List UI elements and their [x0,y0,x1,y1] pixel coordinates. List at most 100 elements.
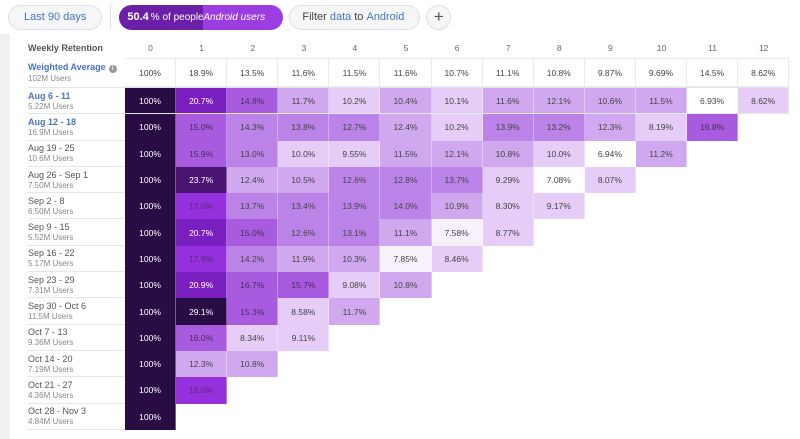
retention-cell[interactable]: 100% [125,377,177,404]
retention-cell[interactable]: 8.62% [738,88,790,114]
retention-cell[interactable]: 15.9% [176,140,228,167]
retention-cell[interactable]: 11.5% [380,140,432,167]
retention-cell[interactable]: 100% [125,324,177,351]
filter-button[interactable]: Filter data to Android [289,4,421,30]
filter-value[interactable]: Android [366,11,405,23]
retention-cell[interactable]: 10.4% [380,88,432,114]
retention-cell[interactable]: 7.58% [431,219,483,246]
retention-cell[interactable]: 9.55% [329,140,381,167]
retention-cell[interactable]: 15.0% [176,114,228,141]
chevron-down-icon[interactable]: ▼ [281,13,283,22]
filter-field[interactable]: data [329,11,352,23]
add-button[interactable]: + [426,4,452,30]
retention-cell[interactable]: 9.08% [329,272,381,299]
retention-cell[interactable]: 17.0% [176,193,228,220]
retention-cell[interactable]: 14.2% [227,245,279,273]
retention-cell[interactable]: 12.6% [278,219,330,246]
cohort-date[interactable]: Aug 12 - 18 [28,116,77,127]
retention-cell[interactable]: 100% [125,193,177,220]
retention-cell[interactable]: 15.7% [278,272,330,299]
retention-cell[interactable]: 13.4% [278,193,330,220]
retention-cell[interactable]: 11.7% [329,298,381,325]
retention-cell[interactable]: 12.3% [176,350,228,378]
retention-cell[interactable]: 13.9% [482,114,534,141]
retention-cell[interactable]: 8.34% [227,324,279,351]
retention-cell[interactable]: 9.29% [482,166,534,194]
retention-cell[interactable]: 100% [125,272,177,299]
retention-cell[interactable]: 7.08% [533,166,585,194]
retention-cell[interactable]: 10.8% [380,272,432,299]
retention-cell[interactable]: 7.85% [380,245,432,273]
retention-cell[interactable]: 10.9% [431,193,483,220]
cohort-date[interactable]: Aug 6 - 11 [28,90,71,101]
retention-cell[interactable]: 12.1% [533,88,585,114]
retention-cell[interactable]: 10.8% [482,140,534,167]
retention-cell[interactable]: 10.3% [329,245,381,273]
retention-cell[interactable]: 16.8% [687,114,739,141]
retention-cell[interactable]: 13.9% [329,193,381,220]
retention-cell[interactable]: 13.7% [431,166,483,194]
retention-cell[interactable]: 100% [125,140,177,167]
retention-cell[interactable]: 11.1% [380,219,432,246]
retention-cell[interactable]: 14.3% [227,114,279,141]
retention-cell[interactable]: 14.0% [380,193,432,220]
retention-cell[interactable]: 11.7% [278,88,330,114]
retention-cell[interactable]: 10.1% [431,88,483,114]
retention-cell[interactable]: 10.2% [431,114,483,141]
retention-cell[interactable]: 10.8% [227,350,279,378]
retention-cell[interactable]: 12.1% [431,140,483,167]
retention-cell[interactable]: 20.9% [176,272,228,299]
retention-cell[interactable]: 17.9% [176,245,228,273]
retention-cell[interactable]: 10.5% [278,166,330,194]
retention-cell[interactable]: 100% [125,88,177,114]
retention-cell[interactable]: 13.0% [227,140,279,167]
retention-cell[interactable]: 6.93% [687,88,739,114]
retention-cell[interactable]: 11.2% [635,140,688,167]
retention-cell[interactable]: 20.7% [176,88,228,114]
retention-cell[interactable]: 20.7% [176,219,228,246]
retention-cell[interactable]: 6.94% [584,140,636,167]
info-icon[interactable]: i [108,65,117,73]
retention-cell[interactable]: 15.0% [227,219,279,246]
retention-cell[interactable]: 100% [125,245,177,273]
retention-cell[interactable]: 8.58% [278,298,330,325]
retention-cell[interactable]: 9.17% [533,193,585,220]
retention-cell[interactable]: 10.2% [329,88,381,114]
retention-cell[interactable]: 23.7% [176,166,228,194]
retention-cell[interactable]: 12.7% [329,114,381,141]
retention-cell[interactable]: 8.30% [482,193,534,220]
retention-cell[interactable]: 12.6% [329,166,381,194]
segment-selector[interactable]: 50.4% of people • Android users ▼ [119,4,284,30]
retention-cell[interactable]: 11.5% [635,88,688,114]
retention-cell[interactable]: 10.0% [278,140,330,167]
retention-cell[interactable]: 13.7% [227,193,279,220]
retention-cell[interactable]: 11.9% [278,245,330,273]
retention-cell[interactable]: 13.1% [329,219,381,246]
retention-cell[interactable]: 8.07% [584,166,636,194]
retention-cell[interactable]: 100% [125,298,177,325]
retention-cell[interactable]: 12.4% [380,114,432,141]
retention-cell[interactable]: 29.1% [176,298,228,325]
retention-cell[interactable]: 12.3% [584,114,636,141]
retention-cell[interactable]: 100% [125,114,177,141]
retention-cell[interactable]: 10.6% [584,88,636,114]
retention-cell[interactable]: 12.4% [227,166,279,194]
retention-cell[interactable]: 8.19% [635,114,688,141]
date-range-button[interactable]: Last 90 days [8,4,103,30]
retention-cell[interactable]: 13.2% [533,114,585,141]
retention-cell[interactable]: 19.0% [176,377,228,404]
retention-cell[interactable]: 9.11% [278,324,330,351]
retention-cell[interactable]: 13.8% [278,114,330,141]
retention-cell[interactable]: 11.6% [482,88,534,114]
retention-cell[interactable]: 16.0% [176,324,228,351]
retention-cell[interactable]: 100% [125,350,177,378]
retention-cell[interactable]: 100% [125,403,177,430]
retention-cell[interactable]: 8.77% [482,219,534,246]
retention-cell[interactable]: 100% [125,166,177,194]
retention-cell[interactable]: 10.0% [533,140,585,167]
retention-cell[interactable]: 12.8% [380,166,432,194]
retention-cell[interactable]: 100% [125,219,177,246]
retention-cell[interactable]: 14.8% [227,88,279,114]
retention-cell[interactable]: 8.46% [431,245,483,273]
retention-cell[interactable]: 15.3% [227,298,279,325]
